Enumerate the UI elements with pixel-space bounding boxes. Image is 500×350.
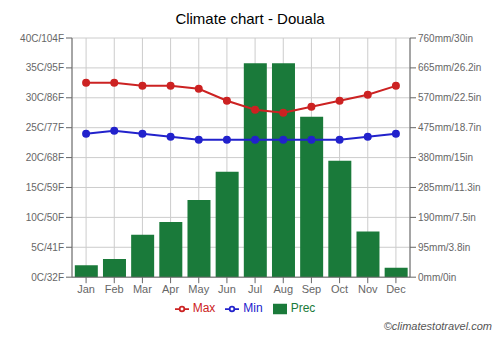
svg-text:20C/68F: 20C/68F (26, 152, 64, 163)
svg-text:15C/59F: 15C/59F (26, 182, 64, 193)
svg-text:380mm/15in: 380mm/15in (418, 152, 473, 163)
html-text:©climatestotravel.com: ©climatestotravel.com (383, 320, 492, 332)
svg-text:Feb: Feb (105, 283, 124, 295)
svg-text:95mm/3.8in: 95mm/3.8in (418, 242, 470, 253)
html-text:Min: Min (243, 301, 263, 316)
html-text:Max: Max (192, 301, 216, 316)
html-text:Climate chart - Douala: Climate chart - Douala (175, 10, 325, 27)
svg-text:Dec: Dec (386, 283, 406, 295)
svg-text:Jun: Jun (218, 283, 236, 295)
svg-text:475mm/18.7in: 475mm/18.7in (418, 122, 481, 133)
svg-text:570mm/22.5in: 570mm/22.5in (418, 92, 481, 103)
svg-text:Apr: Apr (162, 283, 179, 295)
svg-text:10C/50F: 10C/50F (26, 212, 64, 223)
svg-text:Oct: Oct (331, 283, 348, 295)
svg-text:5C/41F: 5C/41F (31, 242, 64, 253)
svg-text:665mm/26.2in: 665mm/26.2in (418, 62, 481, 73)
svg-text:Aug: Aug (273, 283, 293, 295)
svg-text:Nov: Nov (358, 283, 378, 295)
svg-text:285mm/11.3in: 285mm/11.3in (418, 182, 481, 193)
svg-text:35C/95F: 35C/95F (26, 62, 64, 73)
svg-text:40C/104F: 40C/104F (20, 33, 64, 44)
svg-text:Jan: Jan (77, 283, 95, 295)
svg-text:0mm/0in: 0mm/0in (418, 272, 456, 283)
html-text:Prec: Prec (290, 301, 316, 316)
svg-text:Sep: Sep (302, 283, 322, 295)
svg-text:May: May (188, 283, 209, 295)
svg-text:760mm/30in: 760mm/30in (418, 33, 473, 44)
svg-text:190mm/7.5in: 190mm/7.5in (418, 212, 476, 223)
svg-text:Mar: Mar (133, 283, 152, 295)
svg-text:Jul: Jul (248, 283, 262, 295)
svg-text:0C/32F: 0C/32F (31, 272, 64, 283)
svg-text:30C/86F: 30C/86F (26, 92, 64, 103)
svg-text:25C/77F: 25C/77F (26, 122, 64, 133)
